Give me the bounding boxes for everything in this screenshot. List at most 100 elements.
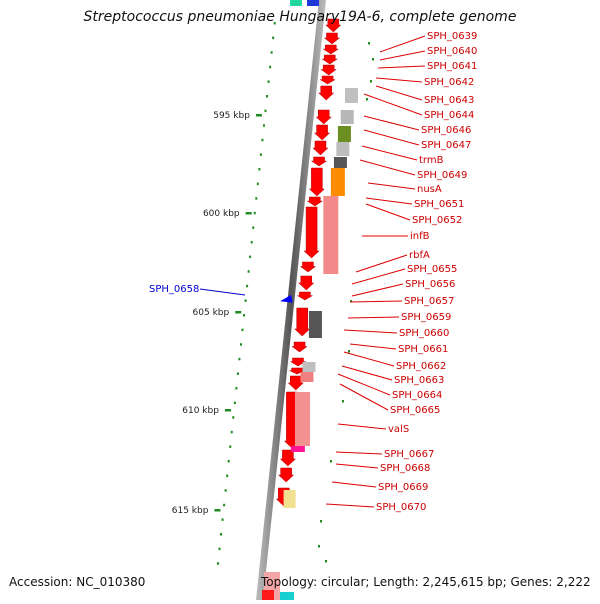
label-leader: [379, 50, 426, 61]
track-dot: [221, 518, 224, 521]
track-dot: [269, 65, 272, 69]
track-dot: [226, 474, 229, 478]
scale-tick-label: 605 kbp: [193, 308, 230, 318]
track-dot: [218, 547, 221, 551]
gene-label: SPH_0643: [424, 95, 474, 106]
label-leader: [335, 451, 383, 455]
track-dot: [261, 138, 264, 142]
track-dot: [232, 416, 235, 419]
label-leader: [331, 481, 377, 488]
gene-arrow: [323, 32, 341, 45]
gene-arrow: [325, 18, 342, 33]
gene-label: SPH_0657: [404, 296, 454, 307]
gene-label: SPH_0669: [378, 482, 428, 493]
bottom-partial-genes: [262, 572, 294, 600]
label-leader: [355, 254, 408, 273]
gene-arrow: [322, 44, 340, 55]
gene-label: SPH_0665: [390, 405, 440, 416]
gene-label: SPH_0660: [399, 328, 449, 339]
feature-box: [337, 126, 351, 142]
gene-arrow: [299, 261, 317, 273]
label-leader: [363, 115, 420, 131]
gene-arrow: [298, 275, 315, 291]
label-leader: [341, 365, 393, 381]
gene-label: SPH_0640: [427, 46, 477, 57]
label-leader: [343, 351, 395, 367]
label-leader: [349, 300, 403, 303]
gene-label: SPH_0639: [427, 31, 477, 42]
scale-tick: [255, 114, 262, 117]
feature-box: [333, 157, 347, 168]
label-leader: [375, 85, 423, 101]
label-leader: [363, 93, 423, 116]
label-leader: [363, 129, 420, 146]
gene-label: valS: [388, 424, 409, 435]
label-leader: [379, 35, 426, 53]
gene-label: nusA: [417, 184, 442, 195]
label-leader: [365, 203, 411, 221]
partial-gene-red: [262, 590, 274, 600]
track-dot: [272, 36, 275, 40]
feature-box: [330, 168, 345, 196]
gene-arrow: [308, 167, 326, 197]
feature-box: [336, 142, 350, 156]
track-dot: [220, 533, 223, 536]
feature-box: [344, 88, 358, 103]
gene-arrow: [319, 75, 337, 85]
track-dot: [243, 314, 246, 317]
gene-label: SPH_0646: [421, 125, 471, 136]
track-dot: [241, 328, 244, 332]
gene-label: SPH_0644: [424, 110, 474, 121]
gene-arrow: [289, 357, 307, 367]
gene-arrow: [303, 206, 320, 259]
scale-tick: [235, 311, 242, 314]
gene-label: SPH_0642: [424, 77, 474, 88]
genome-title: Streptococcus pneumoniae Hungary19A-6, c…: [83, 9, 517, 25]
gene-label: SPH_0664: [392, 390, 442, 401]
label-leader: [349, 343, 397, 350]
track-dot: [273, 22, 276, 25]
label-leader: [361, 145, 418, 161]
track-dot: [250, 241, 253, 244]
label-leader: [199, 288, 246, 296]
gene-marker-sph-0658: [280, 294, 293, 303]
track-dot: [264, 109, 267, 113]
label-leader: [337, 373, 391, 396]
scale-ticks: 595 kbp 600 kbp 605 kbp 610 kbp 615 kbp: [172, 111, 262, 516]
partial-gene-green: [290, 0, 302, 6]
track-dot: [320, 520, 322, 523]
track-dot: [270, 51, 273, 54]
gene-label: infB: [410, 231, 430, 242]
gene-label: trmB: [419, 155, 444, 166]
scale-tick: [245, 212, 252, 215]
gene-arrow: [321, 54, 339, 65]
track-dot: [239, 343, 242, 346]
label-leader: [367, 182, 416, 190]
track-dot: [266, 95, 269, 98]
track-dot: [233, 401, 236, 405]
right-gene-labels: SPH_0639 SPH_0640 SPH_0641 SPH_0642 SPH_0643…: [325, 31, 477, 513]
gene-label: SPH_0651: [414, 199, 464, 210]
track-dot: [238, 357, 241, 361]
label-leader: [377, 65, 426, 69]
feature-box: [308, 311, 322, 338]
gene-label: SPH_0656: [405, 279, 455, 290]
track-dot: [249, 255, 252, 259]
top-partial-genes: [290, 0, 319, 6]
track-dot: [253, 211, 256, 215]
gene-label: SPH_0663: [394, 375, 444, 386]
track-dot: [247, 270, 250, 273]
gene-label: SPH_0662: [396, 361, 446, 372]
gene-label: SPH_0670: [376, 502, 426, 513]
gene-label: SPH_0649: [417, 170, 467, 181]
label-leader: [375, 77, 423, 83]
track-dot: [258, 168, 261, 171]
gene-label: SPH_0661: [398, 344, 448, 355]
track-dot: [262, 124, 265, 127]
gene-arrow: [306, 196, 324, 207]
track-dot: [235, 387, 238, 390]
gene-label: SPH_0647: [421, 140, 471, 151]
partial-gene-cyan: [280, 592, 294, 600]
track-dot: [255, 197, 258, 200]
